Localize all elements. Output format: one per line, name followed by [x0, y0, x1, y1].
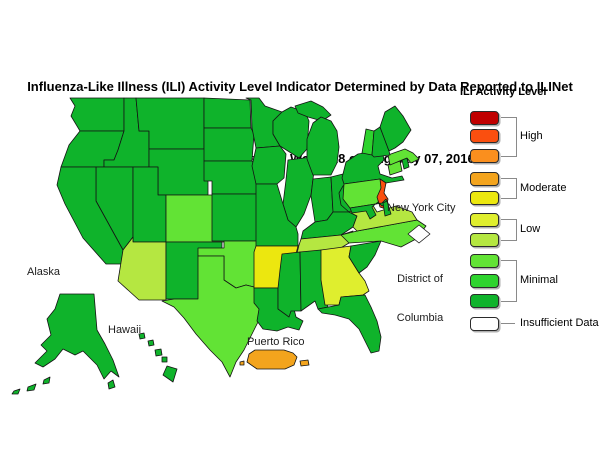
legend-swatch-level-3: [470, 254, 499, 268]
territory-pr[interactable]: [246, 349, 298, 370]
state-il[interactable]: [282, 156, 315, 228]
state-fl[interactable]: [317, 294, 382, 354]
label-new-york-city: New York City: [387, 202, 456, 214]
legend-label-minimal: Minimal: [520, 274, 558, 286]
legend-swatch-level-9: [470, 129, 499, 143]
legend-title: ILI Activity Level: [460, 86, 547, 98]
legend-swatch-insufficient: [470, 317, 499, 331]
state-md[interactable]: [349, 198, 389, 220]
state-de[interactable]: [382, 200, 392, 217]
state-ak-island[interactable]: [42, 376, 51, 385]
label-district-line2: Columbia: [396, 312, 444, 324]
label-alaska: Alaska: [27, 266, 61, 278]
state-mi[interactable]: [306, 116, 340, 176]
dc-diamond-marker[interactable]: [407, 224, 431, 244]
legend-bracket-minimal: [501, 260, 517, 302]
legend-swatch-level-4: [470, 233, 499, 247]
state-in[interactable]: [310, 176, 334, 223]
legend-bracket-moderate: [501, 178, 517, 199]
legend-swatch-level-10: [470, 111, 499, 125]
label-hawaii: Hawaii: [108, 324, 142, 336]
legend-label-moderate: Moderate: [520, 182, 567, 194]
legend-bracket-high: [501, 117, 517, 157]
state-ak-island[interactable]: [26, 383, 37, 392]
state-sd[interactable]: [203, 127, 255, 162]
state-nd[interactable]: [203, 97, 252, 129]
title-line-1: Influenza-Like Illness (ILI) Activity Le…: [27, 79, 573, 94]
state-ms[interactable]: [277, 251, 302, 318]
state-me[interactable]: [379, 105, 412, 152]
state-tx[interactable]: [161, 255, 291, 378]
state-ak[interactable]: [34, 293, 120, 380]
legend-bracket-low: [501, 219, 517, 241]
state-ca[interactable]: [56, 166, 124, 265]
state-hi-island[interactable]: [162, 365, 178, 383]
label-puerto-rico: Puerto Rico: [247, 336, 305, 348]
legend-swatch-level-6: [470, 191, 499, 205]
state-mi-up[interactable]: [294, 100, 332, 122]
state-wa[interactable]: [69, 97, 125, 132]
legend-swatch-level-2: [470, 274, 499, 288]
state-hi-island[interactable]: [161, 356, 168, 363]
legend: ILI Activity Level High Moderate Low Min…: [458, 86, 600, 346]
legend-leader-insufficient: [501, 323, 515, 324]
legend-label-insufficient: Insufficient Data: [520, 317, 599, 329]
state-ak-island[interactable]: [11, 388, 21, 395]
legend-swatch-level-1: [470, 294, 499, 308]
territory-pr-island[interactable]: [299, 359, 310, 367]
state-hi-island[interactable]: [154, 348, 163, 357]
state-hi-island[interactable]: [147, 339, 155, 347]
legend-swatch-level-8: [470, 149, 499, 163]
territory-pr-island[interactable]: [239, 360, 245, 366]
state-ma[interactable]: [387, 148, 420, 166]
state-ia[interactable]: [251, 145, 287, 185]
state-ak-island[interactable]: [107, 379, 116, 390]
legend-swatch-level-5: [470, 213, 499, 227]
legend-swatch-level-7: [470, 172, 499, 186]
label-district-of-columbia: District of Columbia: [375, 247, 465, 338]
state-hi-island[interactable]: [138, 332, 146, 340]
label-district-line1: District of: [397, 273, 443, 285]
legend-label-low: Low: [520, 223, 541, 235]
legend-label-high: High: [520, 130, 543, 142]
